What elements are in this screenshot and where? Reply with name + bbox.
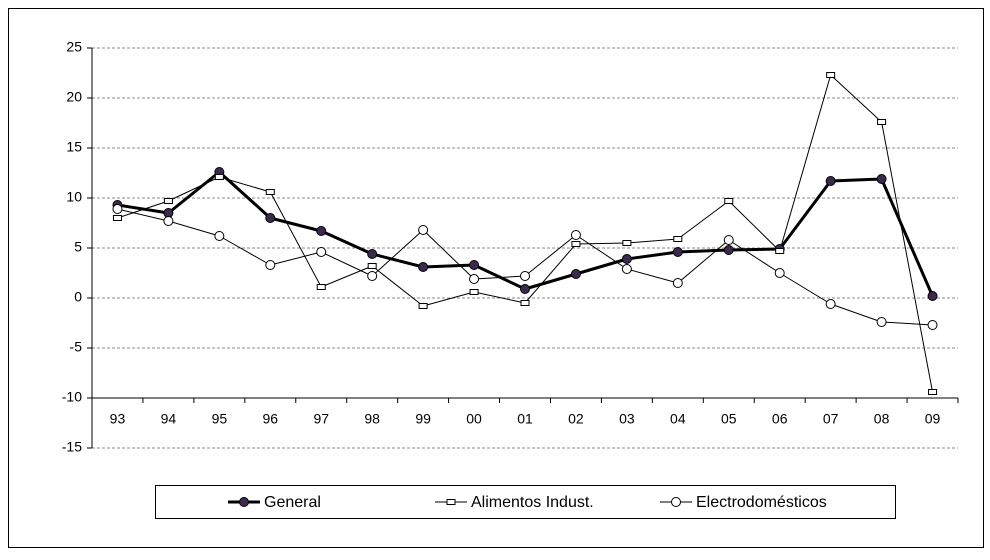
data-point <box>265 189 275 195</box>
data-point <box>469 260 480 270</box>
data-point <box>672 247 683 257</box>
data-point <box>877 119 887 125</box>
legend-label: General <box>264 494 321 511</box>
data-point <box>520 271 530 281</box>
data-point <box>723 235 734 245</box>
x-tick-label: 03 <box>619 411 635 427</box>
data-point <box>316 226 327 236</box>
legend-label: Alimentos Indust. <box>471 494 594 511</box>
data-point <box>265 260 276 270</box>
data-point <box>928 389 938 395</box>
data-point <box>214 231 225 241</box>
data-point <box>163 198 173 204</box>
data-point <box>775 248 785 254</box>
data-point <box>163 216 174 226</box>
legend-marker <box>446 499 456 505</box>
data-point <box>723 245 734 255</box>
x-tick-label: 97 <box>313 411 329 427</box>
x-tick-label: 02 <box>568 411 584 427</box>
data-point <box>418 225 429 235</box>
data-point <box>876 174 887 184</box>
x-tick-label: 00 <box>466 411 482 427</box>
data-point <box>570 269 581 279</box>
x-tick-label: 09 <box>925 411 941 427</box>
x-tick-label: 06 <box>772 411 788 427</box>
data-point <box>570 230 581 240</box>
data-point <box>469 274 480 284</box>
y-tick-label: -10 <box>62 389 82 405</box>
x-tick-label: 93 <box>110 411 126 427</box>
data-point <box>621 264 632 274</box>
x-tick-label: 07 <box>823 411 839 427</box>
data-point <box>724 198 734 204</box>
y-tick-label: 25 <box>66 39 82 55</box>
data-point <box>774 268 785 278</box>
x-tick-label: 04 <box>670 411 686 427</box>
y-tick-label: 15 <box>66 139 82 155</box>
data-point <box>825 299 836 309</box>
data-point <box>927 291 938 301</box>
data-point <box>112 204 123 214</box>
data-point <box>316 247 327 257</box>
x-tick-label: 05 <box>721 411 737 427</box>
data-point <box>367 263 377 269</box>
data-point <box>622 240 632 246</box>
x-tick-label: 08 <box>874 411 890 427</box>
y-tick-label: 0 <box>74 289 82 305</box>
y-tick-label: 5 <box>74 239 82 255</box>
data-point <box>367 271 378 281</box>
data-point <box>826 72 836 78</box>
data-point <box>672 278 683 288</box>
y-tick-label: -15 <box>62 439 82 455</box>
legend-marker <box>239 497 249 507</box>
data-point <box>571 241 581 247</box>
data-point <box>367 249 378 259</box>
data-point <box>825 176 836 186</box>
y-tick-label: -5 <box>70 339 83 355</box>
y-tick-label: 10 <box>66 189 82 205</box>
data-point <box>673 236 683 242</box>
data-point <box>316 284 326 290</box>
data-point <box>927 320 938 330</box>
legend-label: Electrodomésticos <box>696 494 827 511</box>
x-tick-label: 94 <box>161 411 177 427</box>
x-tick-label: 96 <box>263 411 279 427</box>
x-tick-label: 99 <box>415 411 431 427</box>
data-point <box>418 262 429 272</box>
data-point <box>214 174 224 180</box>
legend-marker <box>671 497 681 507</box>
x-tick-label: 95 <box>212 411 228 427</box>
data-point <box>112 215 122 221</box>
data-point <box>469 289 479 295</box>
data-point <box>520 300 530 306</box>
x-tick-label: 98 <box>364 411 380 427</box>
legend-box <box>155 485 896 519</box>
x-tick-label: 01 <box>517 411 533 427</box>
data-point <box>520 284 530 294</box>
data-point <box>265 213 276 223</box>
data-point <box>418 303 428 309</box>
y-tick-label: 20 <box>66 89 82 105</box>
data-point <box>876 317 887 327</box>
data-point <box>621 254 632 264</box>
